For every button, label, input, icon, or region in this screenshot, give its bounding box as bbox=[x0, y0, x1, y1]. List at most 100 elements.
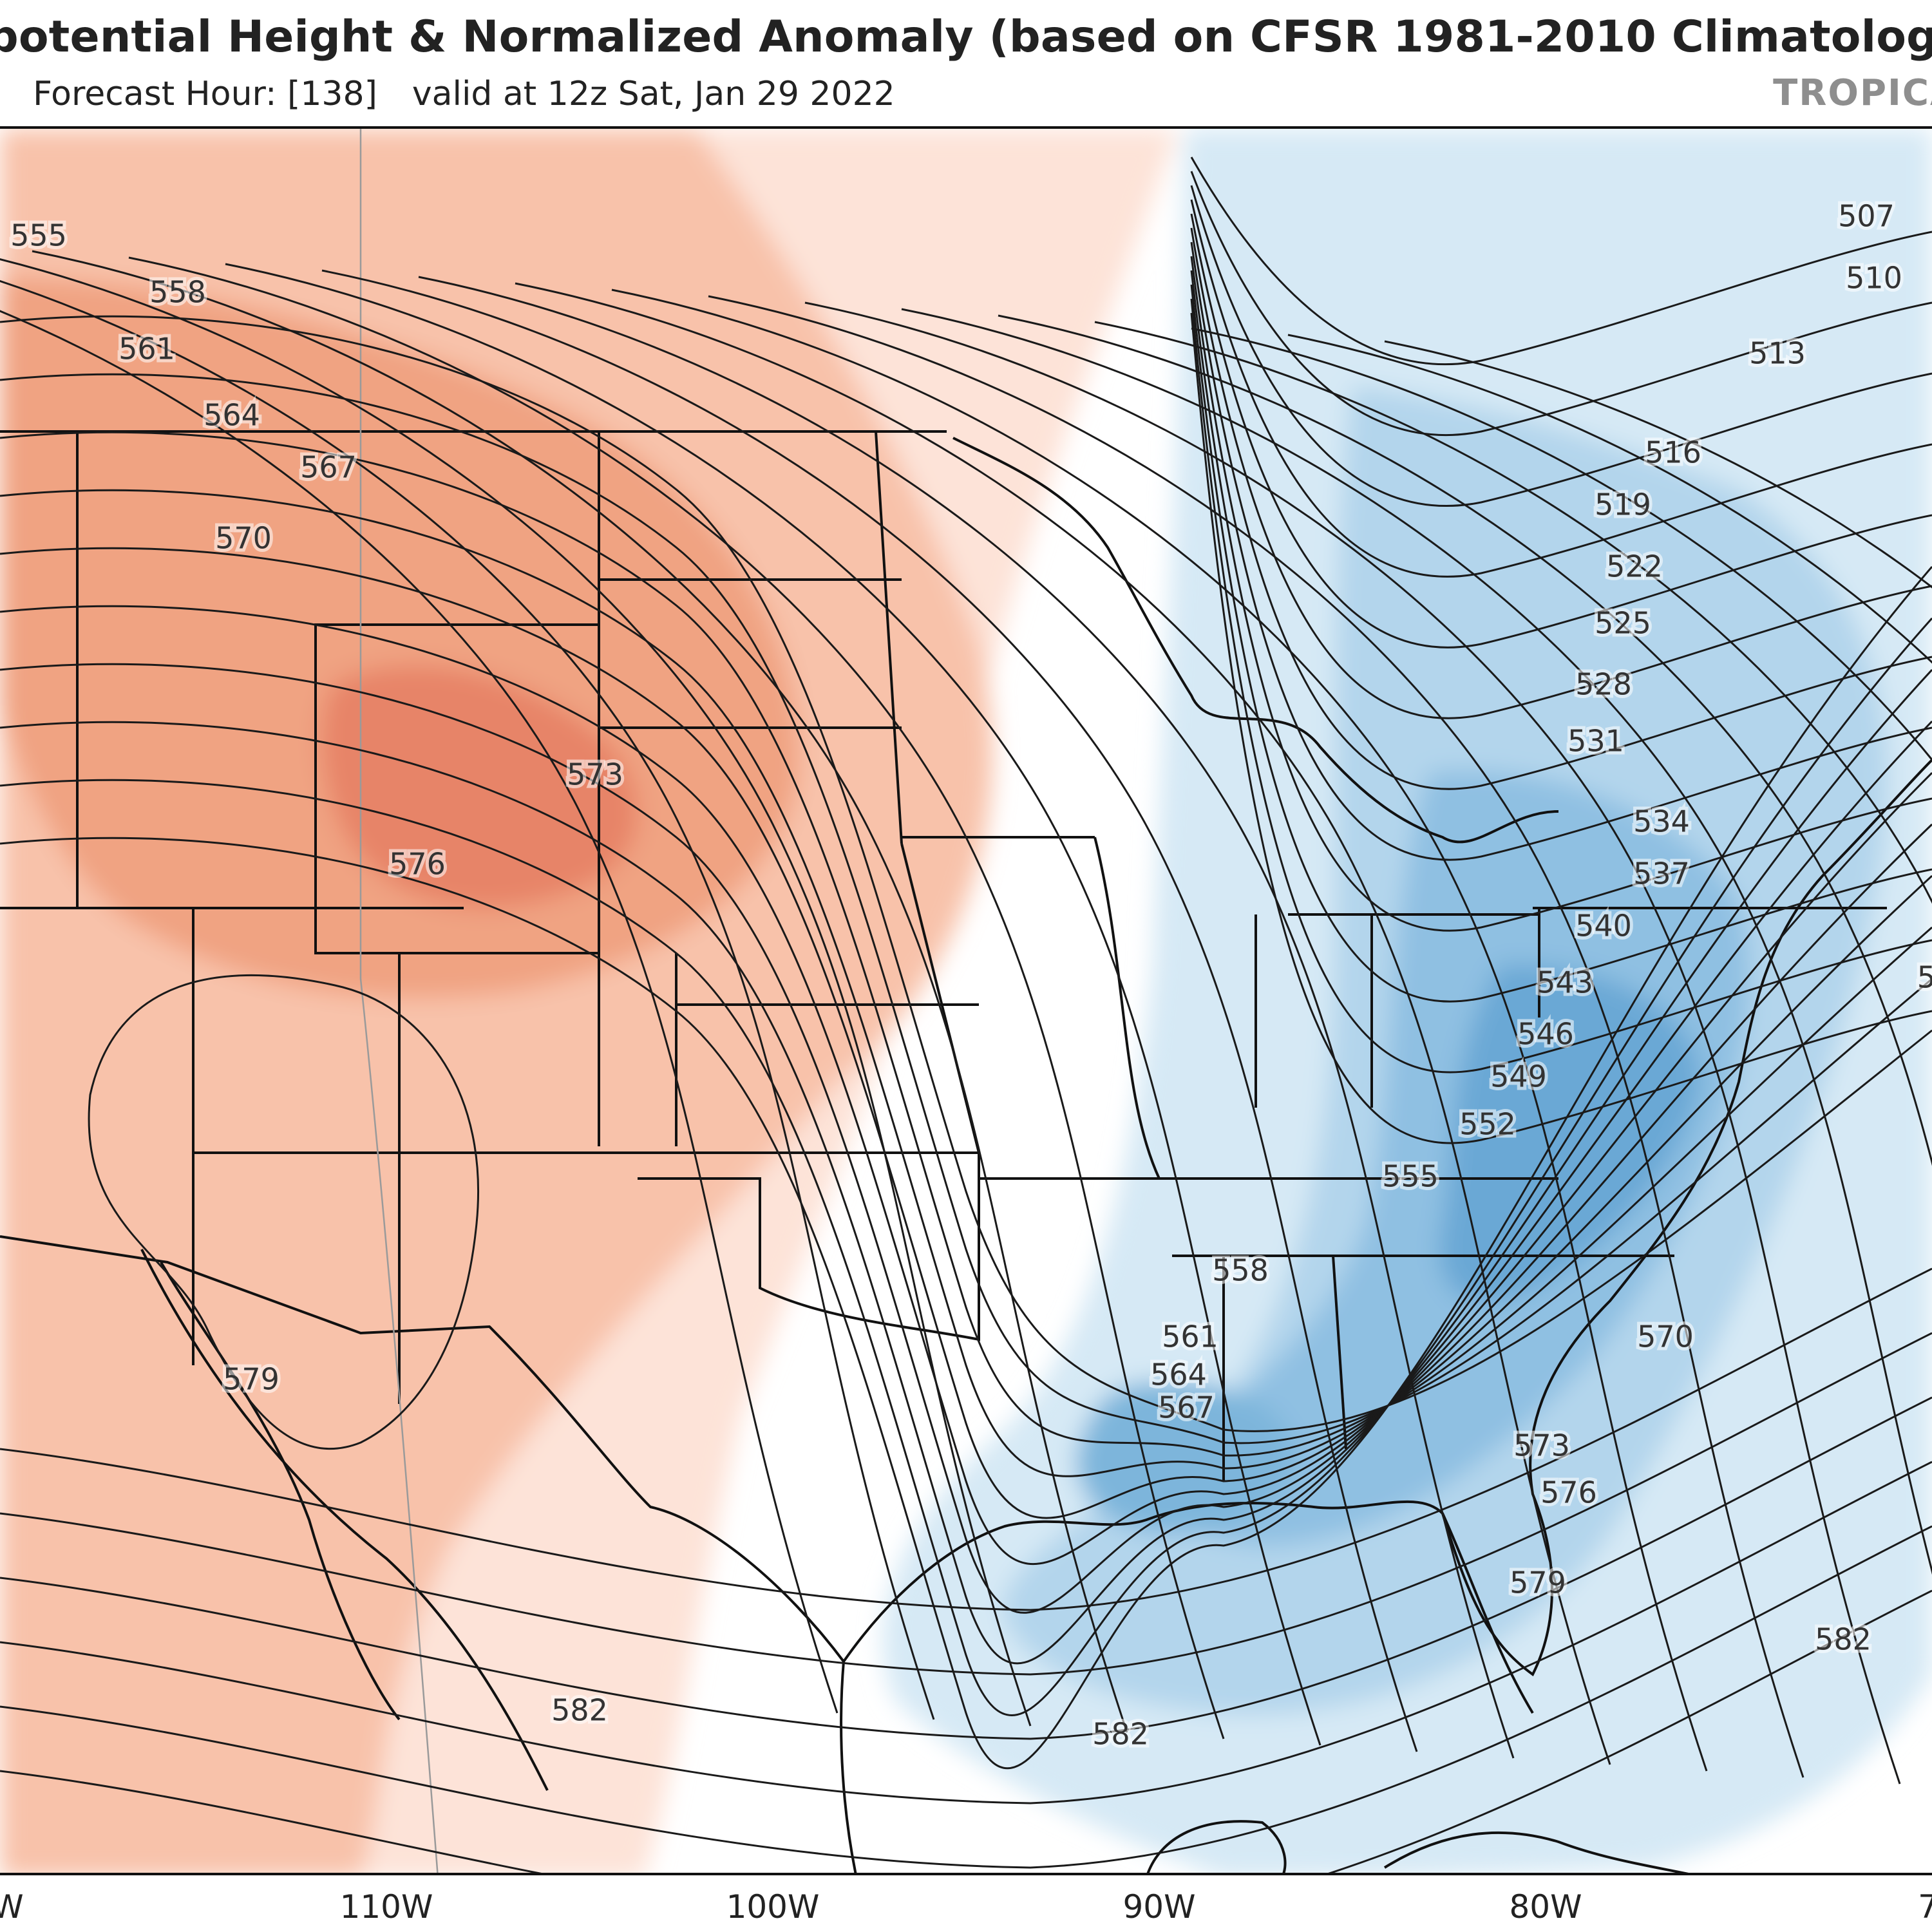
contour-label: 525 bbox=[1595, 606, 1651, 641]
us-gulf-coastline bbox=[842, 759, 1932, 1676]
contour-label: 561 bbox=[118, 332, 175, 366]
height-contour-line bbox=[0, 431, 1932, 1457]
anomaly-shading bbox=[0, 129, 1932, 1873]
florida-west bbox=[1441, 1513, 1534, 1714]
height-contour-line bbox=[1094, 321, 1932, 904]
contour-label: 582 bbox=[1092, 1717, 1149, 1752]
contour-label: 570 bbox=[215, 521, 272, 556]
contour-label: 582 bbox=[1815, 1622, 1871, 1657]
contour-label: 540 bbox=[1575, 909, 1632, 943]
contour-label: 582 bbox=[551, 1693, 608, 1728]
contour-label: 513 bbox=[1749, 336, 1806, 371]
meridian-110w bbox=[359, 129, 439, 1873]
longitude-label: W bbox=[0, 1888, 24, 1926]
contour-label: 55 bbox=[1917, 960, 1932, 995]
height-contour-line bbox=[0, 668, 1932, 1665]
contour-label: 507 bbox=[1838, 199, 1895, 234]
state-line-11 bbox=[875, 431, 903, 844]
height-contour-line bbox=[88, 974, 480, 1450]
height-contour-line bbox=[0, 547, 1932, 1519]
mexico-coastline bbox=[840, 1661, 857, 1873]
map-panel: 555 558 561 564 567 570 573 576 579 582 582 507 510 5… bbox=[0, 126, 1932, 1875]
contour-label: 531 bbox=[1567, 724, 1624, 759]
political-boundaries bbox=[0, 430, 1932, 1873]
height-contour-line bbox=[1191, 327, 1932, 762]
longitude-label: 7 bbox=[1918, 1888, 1932, 1926]
height-contour-line bbox=[0, 1589, 1932, 1873]
height-contour-line bbox=[1287, 334, 1932, 664]
height-contour-line bbox=[1190, 171, 1932, 436]
contour-label: 522 bbox=[1606, 549, 1663, 584]
great-lakes-outline bbox=[952, 437, 1559, 844]
height-contour-line bbox=[128, 256, 1225, 1739]
contour-label: 558 bbox=[149, 275, 206, 310]
longitude-label: 80W bbox=[1509, 1888, 1582, 1926]
contour-label: 534 bbox=[1633, 804, 1690, 839]
height-contour-line bbox=[1190, 312, 1932, 1144]
contour-label: 579 bbox=[1510, 1566, 1566, 1600]
contour-labels: 5555585615645675705735765795825825075105… bbox=[7, 196, 1932, 1755]
height-contour-line bbox=[321, 269, 1418, 1752]
contour-label: 528 bbox=[1575, 667, 1632, 702]
contour-label: 546 bbox=[1517, 1017, 1574, 1052]
height-contour-line bbox=[0, 1525, 1932, 1869]
baja-california bbox=[160, 1261, 401, 1721]
contour-label: 576 bbox=[1540, 1475, 1597, 1510]
chart-subtitle: 2Forecast Hour: [138]valid at 12z Sat, J… bbox=[0, 75, 930, 113]
contour-label: 549 bbox=[1490, 1059, 1547, 1094]
height-contour-line bbox=[1190, 270, 1932, 932]
contour-label: 510 bbox=[1846, 261, 1902, 296]
valid-time: valid at 12z Sat, Jan 29 2022 bbox=[412, 75, 895, 113]
height-contour-line bbox=[0, 663, 1932, 1614]
contour-label: 516 bbox=[1645, 435, 1701, 470]
contour-label: 573 bbox=[1513, 1428, 1570, 1463]
contour-label: 561 bbox=[1162, 1320, 1218, 1354]
height-contour-line bbox=[901, 308, 1932, 1575]
height-contour-line bbox=[998, 314, 1932, 1166]
height-contour-line bbox=[1190, 227, 1932, 719]
forecast-hour: Forecast Hour: [138] bbox=[33, 75, 377, 113]
height-contour-line bbox=[1190, 298, 1932, 1074]
contour-label: 567 bbox=[1158, 1390, 1215, 1425]
contour-label: 543 bbox=[1537, 965, 1593, 1000]
height-contour-line bbox=[1190, 185, 1932, 507]
longitude-label: 110W bbox=[339, 1888, 433, 1926]
contour-label: 567 bbox=[300, 450, 357, 485]
contour-label: 537 bbox=[1633, 857, 1690, 891]
height-contours bbox=[0, 156, 1932, 1873]
height-contour-line bbox=[1190, 199, 1932, 578]
height-contour-line bbox=[0, 279, 935, 1720]
height-contour-line bbox=[0, 315, 1932, 1432]
height-contour-line bbox=[0, 1267, 1932, 1611]
height-contour-line bbox=[0, 1461, 1932, 1804]
height-contour-line bbox=[1190, 156, 1932, 365]
height-contour-line bbox=[515, 282, 1611, 1765]
yucatan bbox=[1146, 1820, 1287, 1873]
contour-label: 564 bbox=[204, 398, 260, 433]
contour-label: 573 bbox=[567, 757, 623, 792]
contour-label: 552 bbox=[1459, 1107, 1516, 1142]
height-contour-line bbox=[1190, 213, 1932, 649]
height-contour-line bbox=[0, 1396, 1932, 1740]
height-contour-line bbox=[708, 295, 1804, 1778]
height-contour-line bbox=[32, 250, 1128, 1733]
graticule bbox=[359, 129, 439, 1873]
contour-label: 555 bbox=[1382, 1159, 1439, 1194]
contour-label: 555 bbox=[10, 218, 67, 253]
height-contour-line bbox=[1190, 242, 1932, 790]
contour-label: 558 bbox=[1212, 1253, 1269, 1288]
height-contour-line bbox=[0, 605, 1932, 1566]
height-contour-line bbox=[0, 489, 1932, 1477]
chart-title: potential Height & Normalized Anomaly (b… bbox=[0, 12, 1932, 62]
height-contour-line bbox=[0, 310, 838, 1714]
mexico-west-coast bbox=[140, 1249, 549, 1791]
contour-label: 579 bbox=[223, 1362, 279, 1397]
contour-label: 564 bbox=[1150, 1358, 1207, 1392]
height-contour-line bbox=[225, 263, 1321, 1746]
map-canvas: 5555585615645675705735765795825825075105… bbox=[0, 129, 1932, 1873]
height-contour-line bbox=[0, 566, 1932, 1770]
height-contour-line bbox=[418, 276, 1515, 1759]
contour-label: 570 bbox=[1637, 1320, 1694, 1354]
height-contour-line bbox=[1190, 256, 1932, 861]
